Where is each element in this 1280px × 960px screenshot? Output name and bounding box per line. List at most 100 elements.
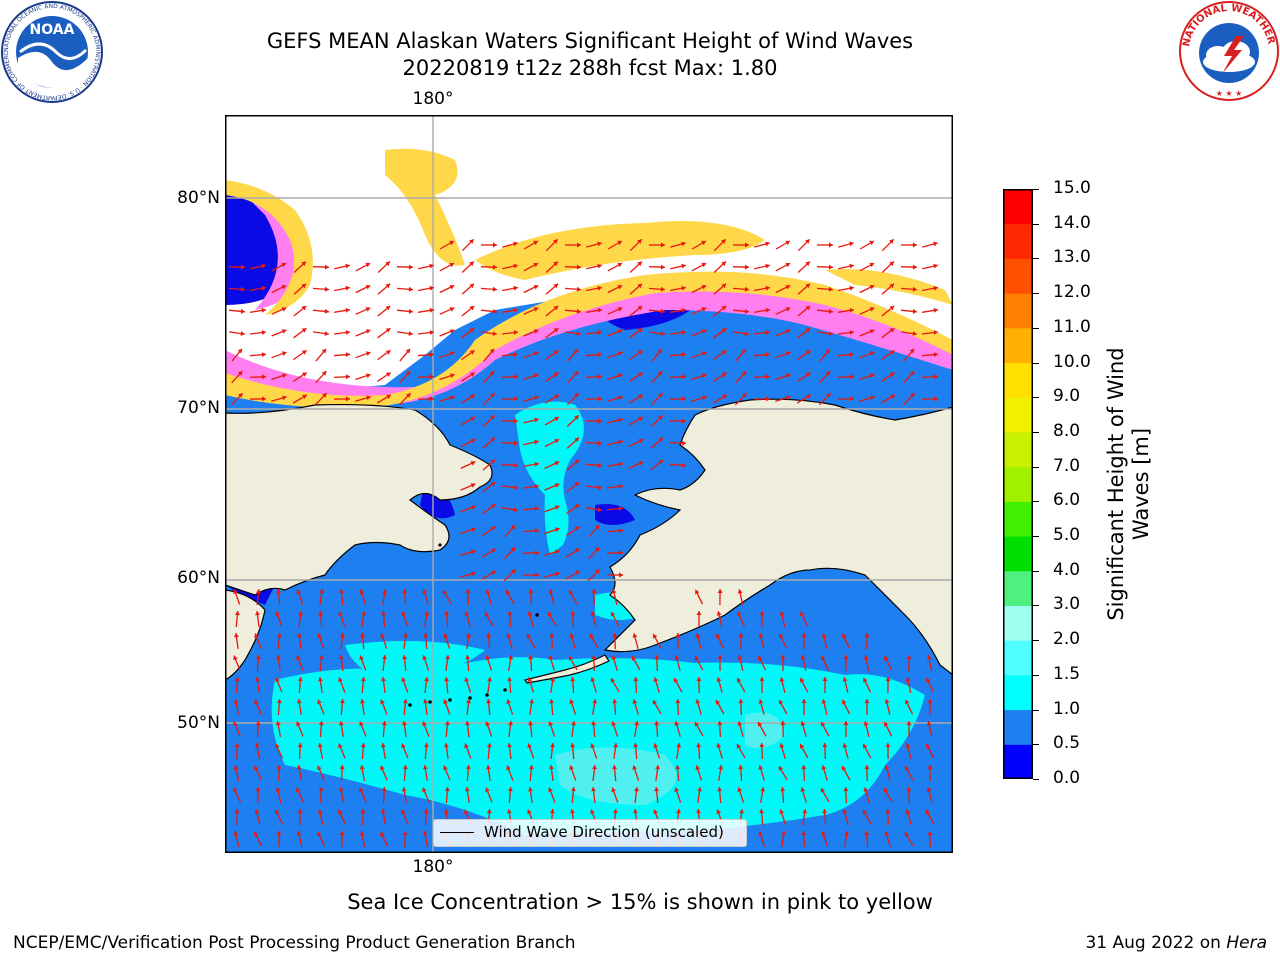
wave-direction-arrowhead [464, 809, 469, 815]
lon-label-bottom: 180° [412, 857, 454, 877]
wave-direction-arrowhead [513, 241, 518, 247]
wave-direction-arrowhead [528, 787, 533, 792]
wave-direction-arrowhead [256, 589, 261, 594]
wave-direction-arrowhead [317, 743, 323, 748]
wave-direction-arrowhead [575, 548, 580, 553]
wave-direction-arrowhead [276, 589, 282, 594]
wave-direction-arrowhead [910, 393, 915, 398]
wave-direction-arrowhead [905, 743, 911, 748]
wave-direction-arrowhead [760, 787, 766, 792]
sea-ice-pink [225, 286, 953, 405]
wave-direction-arrowhead [470, 483, 476, 488]
wave-direction-arrowhead [610, 611, 616, 617]
wave-direction-arrowhead [569, 699, 575, 704]
wave-direction-arrowhead [408, 308, 413, 314]
wave-direction-arrowhead [276, 699, 282, 704]
wave-direction-arrowhead [469, 283, 474, 289]
wave-direction-arrowhead [281, 285, 287, 290]
wave-direction-arrowhead [471, 527, 476, 533]
wave-direction-arrowhead [254, 809, 260, 814]
wave-direction-arrowhead [717, 655, 723, 659]
wave-direction-arrowhead [506, 699, 512, 704]
wave-direction-arrowhead [926, 677, 931, 683]
wave-direction-arrowhead [739, 809, 744, 814]
wave-direction-arrowhead [778, 766, 784, 771]
wave-direction-arrowhead [385, 350, 391, 355]
wave-direction-arrowhead [570, 611, 576, 616]
wave-direction-arrowhead [401, 743, 406, 749]
wave-direction-arrowhead [681, 462, 686, 468]
wave-direction-arrowhead [694, 722, 700, 727]
wave-direction-arrowhead [597, 462, 602, 468]
wave-direction-arrowhead [381, 611, 387, 616]
wave-direction-arrowhead [490, 459, 496, 465]
wave-direction-arrowhead [906, 787, 912, 792]
svg-text:NOAA: NOAA [30, 22, 75, 38]
wave-direction-arrowhead [701, 285, 707, 290]
wave-direction-arrowhead [380, 633, 386, 638]
wave-direction-arrowhead [597, 485, 602, 490]
wave-direction-arrowhead [444, 611, 450, 616]
wave-direction-arrowhead [469, 261, 474, 267]
wave-height-map [225, 115, 953, 853]
wave-direction-arrowhead [884, 831, 890, 836]
wave-direction-arrowhead [254, 743, 260, 748]
wave-direction-arrowhead [801, 699, 807, 703]
wave-direction-arrowhead [486, 743, 492, 748]
wave-direction-arrowhead [653, 809, 658, 815]
wave-direction-arrowhead [422, 765, 428, 770]
wave-direction-arrowhead [255, 611, 260, 616]
wave-direction-arrowhead [297, 677, 303, 682]
colorbar-segment [1003, 674, 1033, 711]
wave-direction-arrowhead [849, 330, 854, 335]
wave-direction-arrowhead [849, 263, 854, 269]
wave-direction-arrowhead [554, 505, 560, 510]
colorbar-tick-label: 10.0 [1053, 351, 1091, 372]
colorbar-tick-label: 6.0 [1053, 490, 1081, 511]
wave-direction-arrowhead [617, 262, 623, 268]
wave-direction-arrowhead [240, 331, 245, 336]
wave-direction-arrowhead [275, 721, 281, 726]
wave-direction-arrowhead [822, 743, 828, 748]
wave-direction-arrowhead [464, 677, 470, 682]
wave-direction-arrowhead [590, 809, 595, 815]
wave-direction-arrowhead [597, 374, 602, 380]
wave-direction-arrowhead [652, 633, 658, 639]
colorbar-tick-label: 1.5 [1053, 663, 1081, 684]
wave-direction-arrowhead [429, 374, 434, 380]
wave-direction-arrowhead [553, 306, 559, 311]
wave-direction-arrowhead [442, 590, 448, 595]
wave-direction-arrowhead [301, 328, 307, 333]
wave-direction-arrowhead [553, 239, 558, 244]
colorbar-tick-label: 9.0 [1053, 386, 1081, 407]
wave-direction-arrowhead [275, 809, 280, 815]
colorbar-tick-mark [1033, 223, 1039, 225]
colorbar-segment [1003, 744, 1033, 779]
wave-direction-arrowhead [676, 809, 681, 814]
wave-direction-arrowhead [534, 373, 539, 379]
wave-direction-arrowhead [443, 699, 448, 705]
wave-direction-arrowhead [611, 655, 617, 660]
wave-direction-arrowhead [721, 350, 727, 355]
wave-direction-arrowhead [535, 572, 539, 578]
wave-direction-arrowhead [360, 743, 366, 748]
wave-direction-arrowhead [380, 699, 385, 705]
wave-direction-arrowhead [317, 809, 323, 814]
colorbar-segment [1003, 397, 1033, 433]
wave-direction-arrowhead [508, 655, 514, 660]
colorbar-tick-label: 13.0 [1053, 247, 1091, 268]
wave-direction-arrowhead [780, 787, 786, 792]
wave-direction-arrowhead [296, 699, 302, 704]
colorbar-segment [1003, 640, 1033, 676]
wave-direction-arrowhead [489, 371, 495, 376]
wave-direction-arrowhead [933, 352, 938, 358]
colorbar-segment [1003, 536, 1033, 572]
wave-direction-arrowhead [276, 831, 282, 835]
wave-direction-arrowhead [759, 743, 765, 748]
wave-direction-arrowhead [820, 721, 826, 727]
wave-direction-arrowhead [360, 699, 365, 704]
wave-direction-arrowhead [549, 699, 555, 704]
wave-direction-arrowhead [533, 285, 539, 290]
wave-direction-arrowhead [660, 286, 665, 292]
wave-direction-arrowhead [805, 239, 810, 244]
